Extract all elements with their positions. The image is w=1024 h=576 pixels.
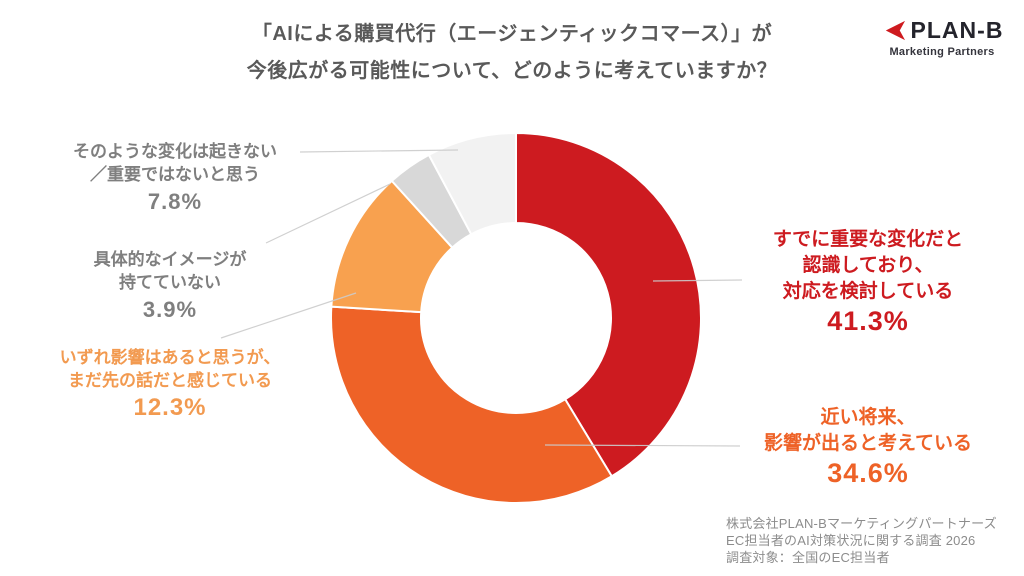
callout-already-pct: 41.3% bbox=[827, 306, 909, 336]
callout-near-future-line1: 近い将来、 bbox=[820, 407, 916, 428]
plan-b-logo-row: PLAN-B bbox=[874, 17, 1010, 44]
callout-near-future: 近い将来、 影響が出ると考えている 34.6% bbox=[728, 405, 1008, 488]
callout-near-future-line2: 影響が出ると考えている bbox=[763, 433, 973, 454]
page-title: 「AIによる購買代行（エージェンティックコマース）」が 今後広がる可能性について… bbox=[0, 16, 1024, 90]
callout-someday-line1: いずれ影響はあると思うが、 bbox=[59, 348, 281, 367]
callout-someday: いずれ影響はあると思うが、 まだ先の話だと感じている 12.3% bbox=[30, 346, 310, 422]
source-survey: EC担当者のAI対策状況に関する調査 2026 bbox=[726, 533, 976, 548]
page-title-line1: 「AIによる購買代行（エージェンティックコマース）」が bbox=[251, 23, 773, 45]
callout-near-future-pct: 34.6% bbox=[827, 458, 909, 488]
callout-no-image: 具体的なイメージが 持てていない 3.9% bbox=[55, 248, 285, 323]
leader-line-someday bbox=[220, 292, 357, 339]
callout-someday-pct: 12.3% bbox=[133, 394, 207, 421]
callout-no-change: そのような変化は起きない ／重要ではないと思う 7.8% bbox=[40, 140, 310, 215]
leader-lines bbox=[220, 149, 743, 447]
callout-no-image-pct: 3.9% bbox=[142, 297, 198, 322]
callout-no-image-line1: 具体的なイメージが bbox=[93, 250, 247, 269]
callout-no-change-line1: そのような変化は起きない bbox=[73, 142, 277, 161]
page-title-line2: 今後広がる可能性について、どのように考えていますか？ bbox=[246, 60, 778, 82]
callout-already: すでに重要な変化だと 認識しており、 対応を検討している 41.3% bbox=[728, 227, 1008, 336]
callout-no-change-line2: ／重要ではないと思う bbox=[90, 165, 260, 184]
source-company: 株式会社PLAN-Bマーケティングパートナーズ bbox=[726, 516, 997, 531]
plan-b-arrow-icon bbox=[885, 20, 905, 41]
plan-b-logo: PLAN-B Marketing Partners bbox=[874, 17, 1010, 58]
brand-subtitle: Marketing Partners bbox=[889, 46, 995, 58]
donut-segment-0 bbox=[515, 132, 702, 478]
source-target: 調査対象：全国のEC担当者 bbox=[726, 550, 890, 565]
leader-line-near-future bbox=[544, 444, 741, 447]
leader-line-already bbox=[652, 279, 743, 282]
leader-line-no-image bbox=[265, 183, 391, 244]
callout-no-change-pct: 7.8% bbox=[147, 189, 203, 214]
donut-segment-4 bbox=[427, 132, 517, 236]
brand-name: PLAN-B bbox=[910, 17, 1004, 43]
survey-source-note: 株式会社PLAN-Bマーケティングパートナーズ EC担当者のAI対策状況に関する… bbox=[726, 515, 997, 566]
callout-already-line2: 認識しており、 bbox=[802, 255, 934, 276]
leader-line-no-change bbox=[299, 149, 459, 153]
callout-already-line3: 対応を検討している bbox=[782, 281, 954, 302]
donut-segments bbox=[330, 132, 702, 504]
callout-no-image-line2: 持てていない bbox=[119, 273, 221, 292]
callout-someday-line2: まだ先の話だと感じている bbox=[68, 371, 272, 390]
donut-segment-1 bbox=[330, 305, 613, 504]
callout-already-line1: すでに重要な変化だと bbox=[772, 229, 964, 250]
